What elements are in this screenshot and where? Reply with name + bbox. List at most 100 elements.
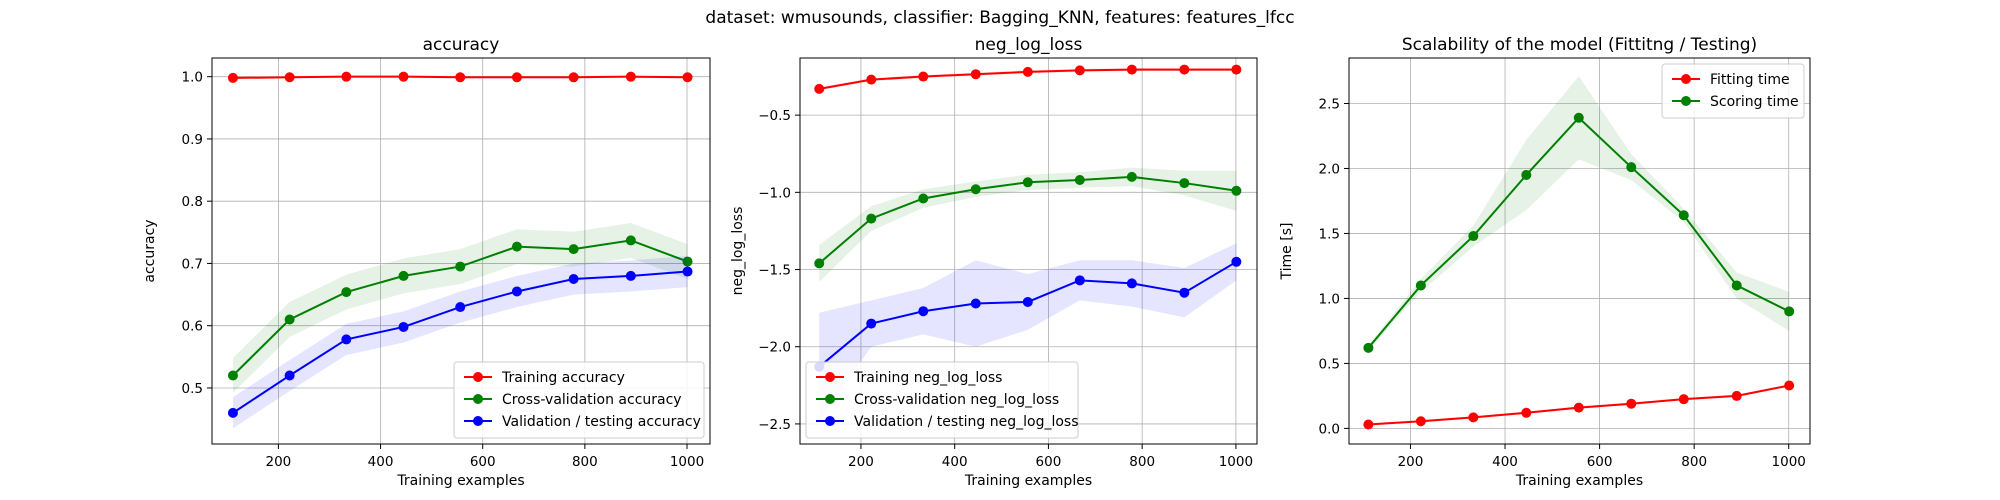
legend: Training neg_log_loss Cross-validation ne… [805,361,1079,439]
data-point [918,306,929,317]
x-tick-label: 400 [1492,454,1518,470]
data-point [341,334,352,345]
legend-label: Training accuracy [501,370,625,386]
data-point [866,74,877,85]
series-band [232,222,688,393]
data-point [814,258,825,269]
x-tick-label: 400 [368,454,394,470]
data-point [1468,231,1479,242]
series [227,71,693,83]
y-tick-label: 0.5 [1319,356,1340,372]
legend-box [453,361,705,439]
data-point [1415,416,1426,427]
data-point [1573,112,1584,123]
axes-frame [211,57,711,445]
y-tick-label: −1.0 [758,185,791,201]
data-point [455,72,466,83]
y-tick-label: 0.6 [182,319,203,335]
data-point [1784,306,1795,317]
axes-frame [799,57,1258,445]
subplot-accuracy: accuracy Training examples accuracy 200 4… [142,35,711,489]
data-point [398,321,409,332]
legend-label: Validation / testing neg_log_loss [854,414,1079,430]
y-axis-label: accuracy [142,219,158,282]
series [1363,380,1795,430]
x-tick-label: 200 [848,454,874,470]
x-tick-label: 1000 [1219,454,1253,470]
data-point [1126,278,1137,289]
legend: Training accuracy Cross-validation accura… [453,361,705,439]
legend-item: Validation / testing neg_log_loss [816,414,1079,430]
x-tick-label: 1000 [670,454,704,470]
x-tick-label: 1000 [1772,454,1806,470]
legend-label: Scoring time [1710,94,1799,110]
data-point [511,241,522,252]
data-point [1074,275,1085,286]
y-tick-label: 1.0 [182,70,203,86]
y-tick-label: 1.5 [1319,226,1340,242]
y-tick-label: −2.5 [758,417,791,433]
legend-item: Cross-validation neg_log_loss [816,392,1059,408]
x-tick-label: 400 [942,454,968,470]
data-point [1468,412,1479,423]
legend-item: Cross-validation accuracy [464,392,682,408]
data-point [1731,280,1742,291]
data-point [682,256,693,267]
y-tick-label: 2.5 [1319,96,1340,112]
data-point [398,270,409,281]
data-point [398,71,409,82]
data-point [227,72,238,83]
axes-frame [1348,57,1811,445]
data-point [970,184,981,195]
x-tick-label: 200 [266,454,292,470]
legend-label: Cross-validation accuracy [502,392,682,408]
data-point [625,71,636,82]
data-point [1626,398,1637,409]
legend-item: Scoring time [1672,94,1799,110]
data-point [1074,174,1085,185]
data-point [682,266,693,277]
plot-area [1349,58,1810,444]
y-tick-label: 0.9 [182,132,203,148]
series-band [1368,76,1790,351]
legend-marker [473,416,483,426]
subplot-scalability: Scalability of the model (Fittitng / Tes… [1279,35,1811,489]
x-tick-label: 200 [1398,454,1424,470]
y-tick-label: 0.0 [1319,421,1340,437]
y-axis-label: Time [s] [1279,223,1295,281]
data-point [568,274,579,285]
y-tick-label: 2.0 [1319,161,1340,177]
x-tick-label: 600 [1036,454,1062,470]
series [814,64,1242,94]
series [814,243,1242,421]
data-point [284,314,295,325]
data-point [227,407,238,418]
y-tick-label: 0.8 [182,194,203,210]
legend-box [1661,63,1805,119]
data-point [1126,64,1137,75]
series [227,222,693,393]
x-tick-label: 800 [1129,454,1155,470]
subplot-title: neg_log_loss [975,35,1083,55]
data-point [1022,296,1033,307]
data-point [455,261,466,272]
legend-marker [473,394,483,404]
series [1363,76,1795,353]
y-tick-label: 0.7 [182,256,203,272]
y-tick-label: 1.0 [1319,291,1340,307]
y-axis-label: neg_log_loss [730,207,746,296]
legend-marker [1681,96,1691,106]
data-point [866,213,877,224]
data-point [866,318,877,329]
x-tick-label: 800 [572,454,598,470]
data-point [1678,394,1689,405]
data-point [284,370,295,381]
subplot-title: Scalability of the model (Fittitng / Tes… [1402,35,1757,55]
data-point [1231,185,1242,196]
legend-item: Fitting time [1672,72,1790,88]
data-point [625,270,636,281]
y-tick-label: −1.5 [758,263,791,279]
data-point [682,72,693,83]
x-tick-label: 600 [1587,454,1613,470]
